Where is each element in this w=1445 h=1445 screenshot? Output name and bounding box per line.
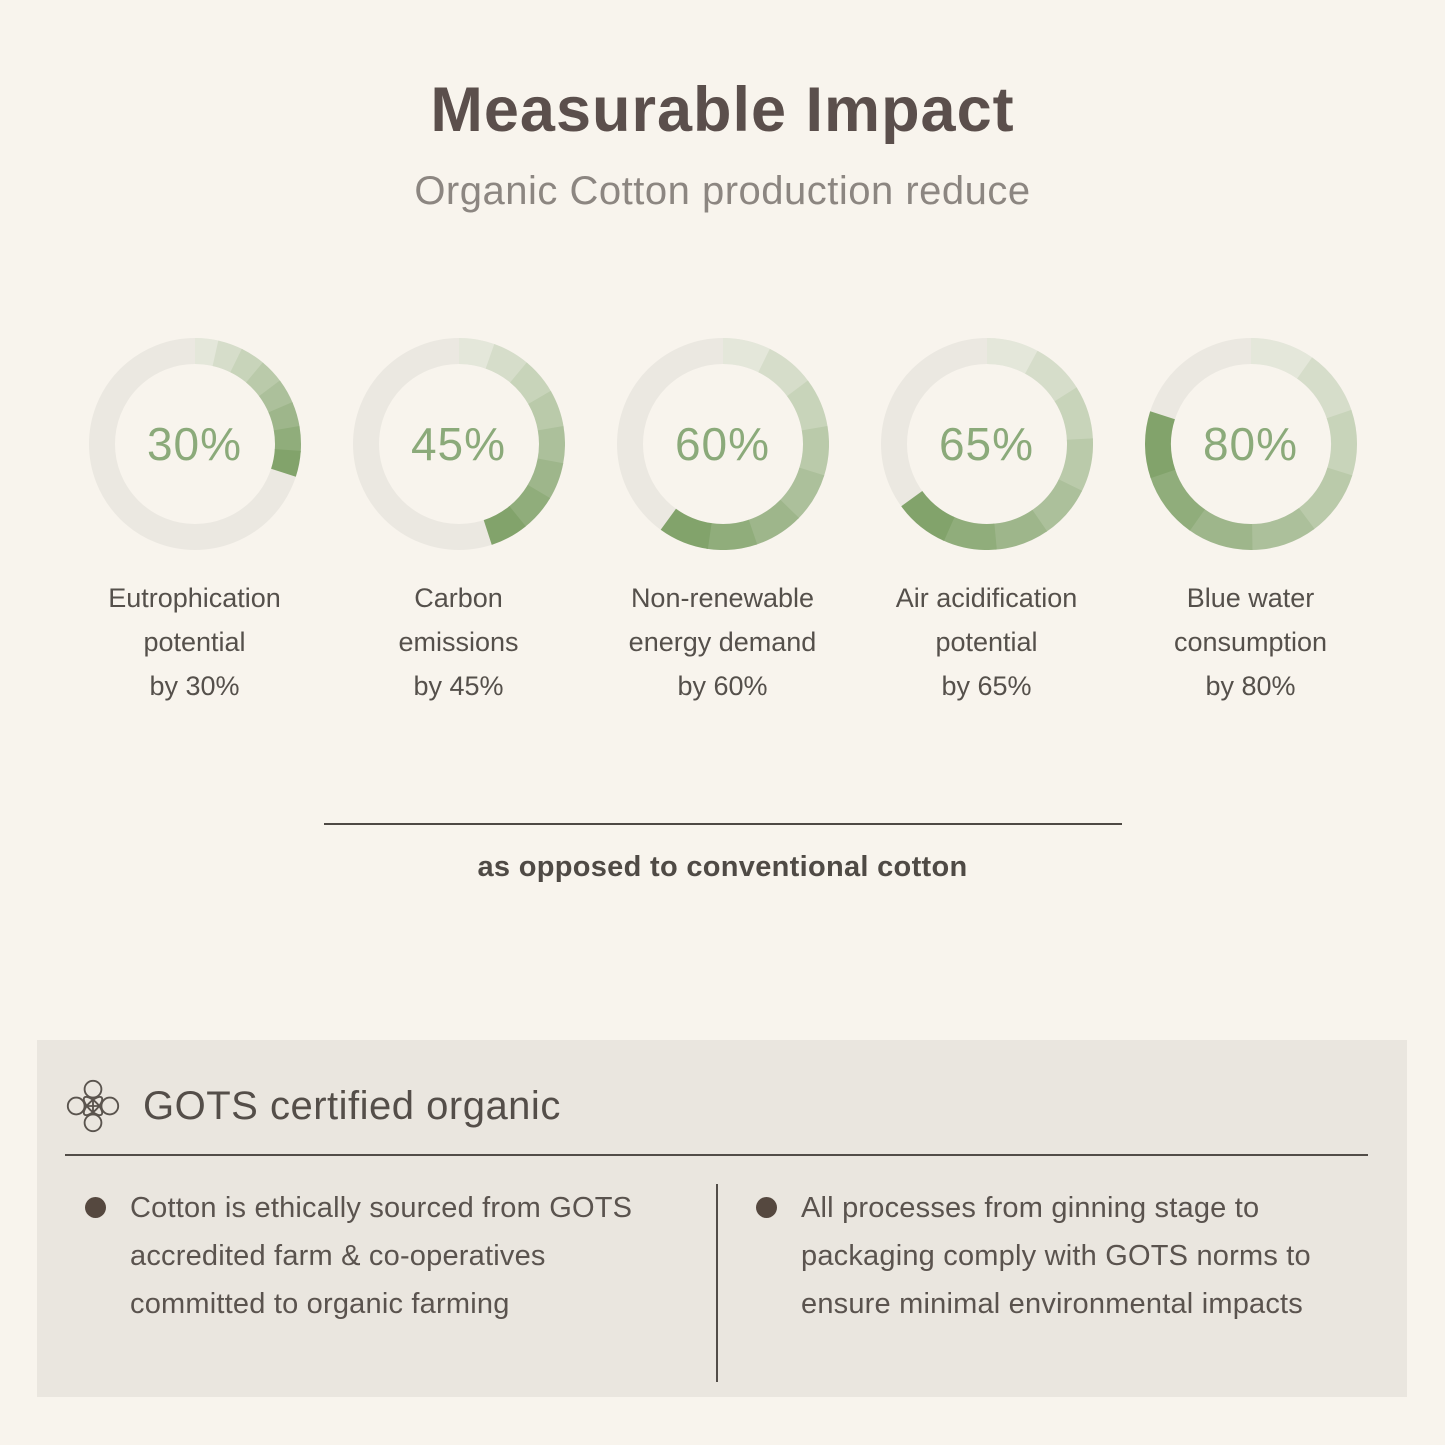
gots-bullet-text: Cotton is ethically sourced from GOTS acc…: [130, 1184, 632, 1328]
page-subtitle: Organic Cotton production reduce: [414, 169, 1031, 214]
column-divider-line: [716, 1184, 718, 1382]
donut-label-line: Air acidification: [895, 583, 1078, 614]
donut-arc-segment: [1297, 467, 1352, 531]
donut-label-line: by 45%: [413, 671, 504, 702]
donut-label-line: emissions: [398, 627, 519, 658]
donut-caption: Air acidification potential by 65%: [896, 576, 1078, 708]
donut-arc-segment: [705, 519, 757, 551]
donut-arc-segment: [1250, 338, 1313, 380]
footnote-text: as opposed to conventional cotton: [477, 851, 968, 884]
donut-label-line: potential: [143, 627, 246, 658]
donut-arc-segment: [1144, 411, 1175, 479]
donut-ring-svg: [1144, 338, 1357, 551]
donut-label-line: Carbon: [414, 583, 503, 614]
donut-arc-segment: [778, 467, 824, 520]
bullet-dot-icon: [85, 1197, 106, 1218]
donut-charts-row: 30% Eutrophication potential by 30% 45% Ca…: [0, 338, 1445, 708]
gots-panel-inner: GOTS certified organic Cotton is ethical…: [65, 1040, 1368, 1382]
donut-chart-cell: 80% Blue water consumption by 80%: [1119, 338, 1383, 708]
donut-arc-segment: [985, 338, 1039, 375]
page-header: Measurable Impact Organic Cotton product…: [0, 0, 1445, 214]
donut-arc-segment: [1250, 508, 1314, 551]
donut-ring: 30%: [88, 338, 301, 551]
donut-arc-segment: [1057, 438, 1093, 493]
text-line: accredited farm & co-operatives: [130, 1240, 546, 1272]
donut-arc-segment: [1188, 508, 1253, 551]
donut-value-label: 65%: [938, 418, 1035, 471]
donut-ring: 60%: [616, 338, 829, 551]
donut-arc-segment: [1149, 468, 1205, 531]
donut-arc-segment: [482, 506, 526, 546]
donut-label-line: by 65%: [941, 671, 1032, 702]
donut-label-line: Eutrophication: [108, 583, 281, 614]
knot-flower-icon: [65, 1078, 121, 1134]
donut-caption: Non-renewable energy demand by 60%: [629, 576, 817, 708]
donut-label-line: Blue water: [1186, 583, 1315, 614]
bullet-dot-icon: [756, 1197, 777, 1218]
donut-arc-segment: [660, 508, 712, 550]
donut-label-line: energy demand: [628, 627, 817, 658]
donut-label-line: consumption: [1173, 627, 1328, 658]
gots-bullet-column-right: All processes from ginning stage to packa…: [718, 1184, 1368, 1382]
gots-bullet-text: All processes from ginning stage to packa…: [801, 1184, 1311, 1328]
gots-panel-heading: GOTS certified organic: [143, 1083, 561, 1128]
text-line: packaging comply with GOTS norms to: [801, 1240, 1311, 1272]
gots-bullet-columns: Cotton is ethically sourced from GOTS acc…: [65, 1184, 1368, 1382]
donut-label-line: by 80%: [1205, 671, 1296, 702]
donut-arc-segment: [1326, 410, 1357, 478]
donut-label-line: by 30%: [149, 671, 240, 702]
gots-panel-header: GOTS certified organic: [65, 1040, 1368, 1134]
donut-caption: Carbon emissions by 45%: [398, 576, 518, 708]
text-line: Cotton is ethically sourced from GOTS: [130, 1192, 633, 1224]
donut-label-line: by 60%: [677, 671, 768, 702]
gots-bullet-column-left: Cotton is ethically sourced from GOTS acc…: [65, 1184, 716, 1382]
donut-chart-cell: 65% Air acidification potential by 65%: [855, 338, 1119, 708]
donut-value-label: 80%: [1202, 418, 1299, 471]
donut-value-label: 60%: [674, 418, 771, 471]
donut-arc-segment: [757, 349, 809, 398]
donut-arc-segment: [1024, 351, 1077, 403]
gots-bullet-item: Cotton is ethically sourced from GOTS acc…: [85, 1184, 716, 1328]
text-line: committed to organic farming: [130, 1288, 510, 1320]
donut-arc-segment: [746, 499, 799, 546]
donut-arc-segment: [798, 426, 829, 478]
donut-arc-segment: [722, 338, 771, 374]
donut-ring-svg: [880, 338, 1093, 551]
donut-arc-segment: [1030, 479, 1082, 533]
gots-bullet-item: All processes from ginning stage to packa…: [756, 1184, 1368, 1328]
donut-value-label: 45%: [410, 418, 507, 471]
donut-caption: Eutrophication potential by 30%: [108, 576, 281, 708]
donut-ring-svg: [352, 338, 565, 551]
donut-caption: Blue water consumption by 80%: [1174, 576, 1327, 708]
donut-arc-segment: [786, 380, 828, 433]
donut-arc-segment: [270, 449, 301, 478]
donut-arc-segment: [1296, 357, 1352, 421]
gots-header-underline: [65, 1154, 1368, 1156]
donut-arc-segment: [900, 490, 955, 542]
donut-chart-cell: 30% Eutrophication potential by 30%: [63, 338, 327, 708]
donut-ring: 45%: [352, 338, 565, 551]
donut-arc-segment: [992, 509, 1047, 550]
donut-ring-svg: [88, 338, 301, 551]
donut-ring: 65%: [880, 338, 1093, 551]
donut-ring-svg: [616, 338, 829, 551]
gots-certified-panel: GOTS certified organic Cotton is ethical…: [37, 1040, 1407, 1397]
text-line: All processes from ginning stage to: [801, 1192, 1260, 1224]
donut-ring: 80%: [1144, 338, 1357, 551]
text-line: ensure minimal environmental impacts: [801, 1288, 1304, 1320]
footnote-divider-line: [323, 823, 1122, 826]
donut-chart-cell: 60% Non-renewable energy demand by 60%: [591, 338, 855, 708]
donut-label-line: potential: [935, 627, 1038, 658]
page-title: Measurable Impact: [430, 75, 1015, 145]
donut-value-label: 30%: [146, 418, 243, 471]
donut-chart-cell: 45% Carbon emissions by 45%: [327, 338, 591, 708]
donut-arc-segment: [1053, 387, 1093, 442]
donut-label-line: Non-renewable: [630, 583, 815, 614]
donut-arc-segment: [942, 516, 997, 551]
